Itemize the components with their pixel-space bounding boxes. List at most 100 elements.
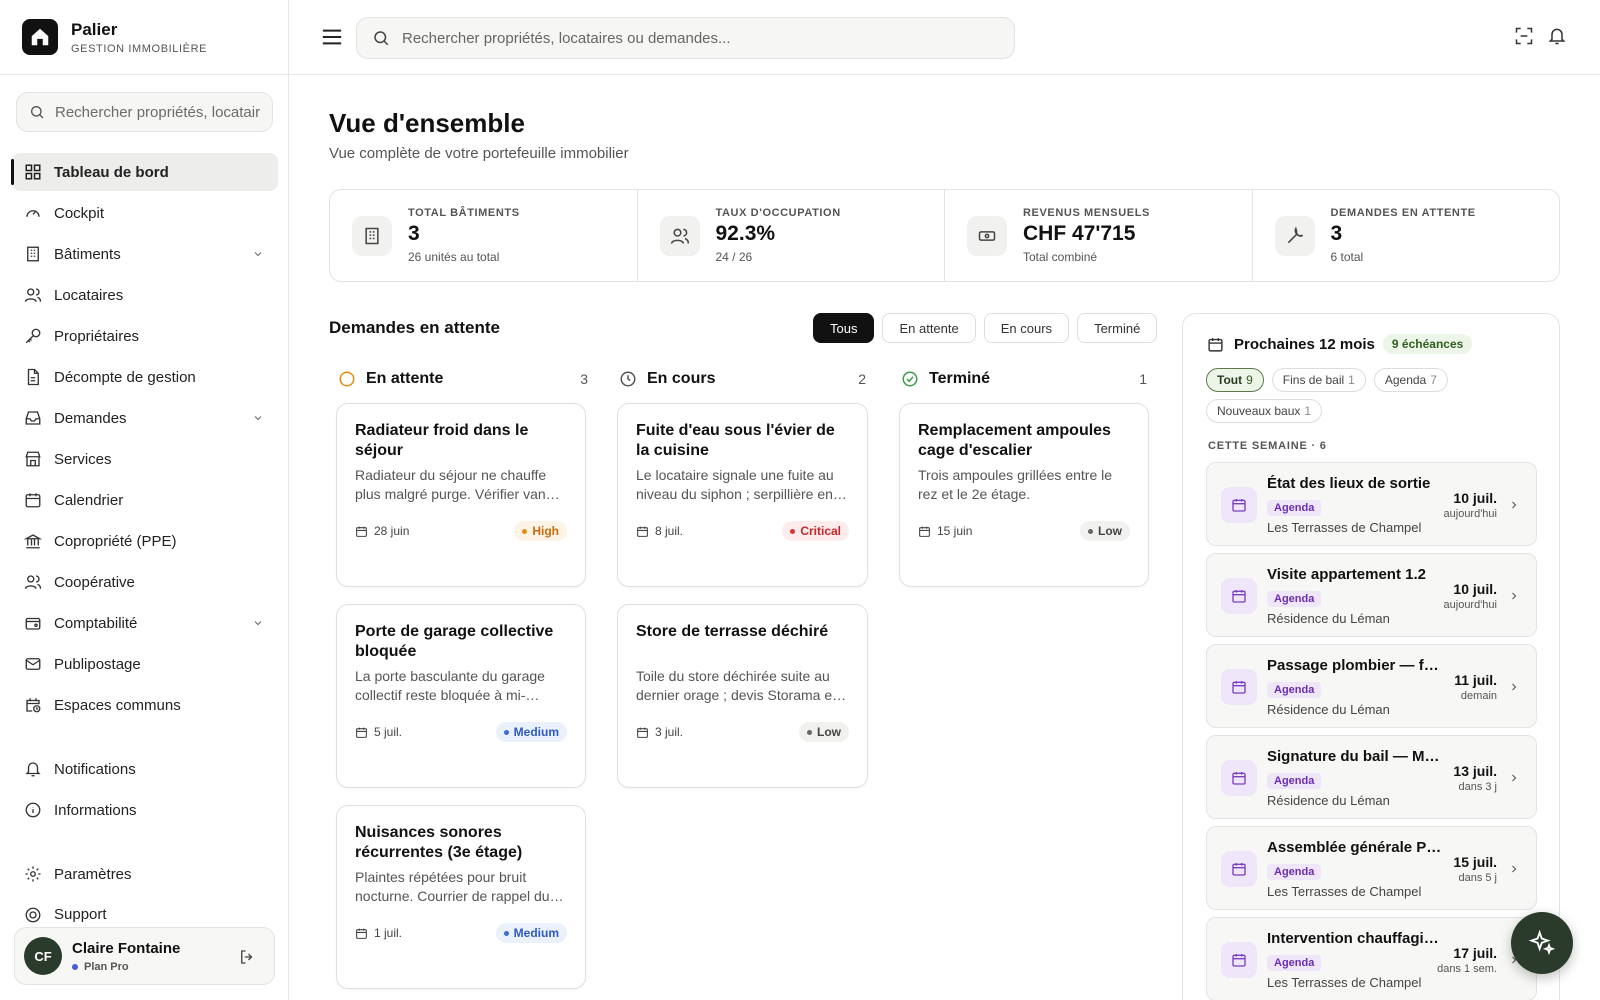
avatar: CF <box>24 937 62 975</box>
wrench-icon <box>1274 215 1315 256</box>
request-filters: Tous En attente En cours Terminé <box>813 313 1158 343</box>
user-card[interactable]: CF Claire Fontaine Plan Pro <box>14 927 275 985</box>
event-relative: aujourd'hui <box>1443 508 1497 520</box>
sidebar-item-demandes[interactable]: Demandes <box>12 399 278 437</box>
card-title: Radiateur froid dans le séjour <box>355 422 529 459</box>
sidebar-item-label: Décompte de gestion <box>54 368 196 386</box>
week-label: CETTE SEMAINE · 6 <box>1208 440 1327 452</box>
logout-icon[interactable] <box>238 948 256 966</box>
info-icon <box>25 802 41 818</box>
sidebar-item-cockpit[interactable]: Cockpit <box>12 194 278 232</box>
sidebar-item-informations[interactable]: Informations <box>12 791 278 829</box>
banknote-icon <box>967 215 1007 256</box>
card-title: Porte de garage collective bloquée <box>355 623 554 660</box>
request-card[interactable]: Radiateur froid dans le séjour Radiateur… <box>336 403 586 587</box>
stat-occupancy: TAUX D'OCCUPATION 92.3% 24 / 26 <box>638 190 945 281</box>
agenda-event[interactable]: Visite appartement 1.2 Agenda Résidence … <box>1206 553 1537 637</box>
sidebar-item-publipostage[interactable]: Publipostage <box>12 645 278 683</box>
sidebar-item-comptabilite[interactable]: Comptabilité <box>12 604 278 642</box>
tab-nouveaux-baux[interactable]: Nouveaux baux 1 <box>1206 399 1323 423</box>
ai-assistant-button[interactable] <box>1511 912 1573 974</box>
request-card[interactable]: Fuite d'eau sous l'évier de la cuisine L… <box>617 403 868 587</box>
sidebar-item-locataires[interactable]: Locataires <box>12 276 278 314</box>
agenda-title: Prochaines 12 mois <box>1234 335 1375 353</box>
request-card[interactable]: Store de terrasse déchiré Toile du store… <box>617 604 868 788</box>
requests-title: Demandes en attente <box>329 318 500 337</box>
sidebar-item-calendrier[interactable]: Calendrier <box>12 481 278 519</box>
sidebar-item-support[interactable]: Support <box>12 896 278 924</box>
calendar-icon <box>919 526 930 537</box>
event-tag: Agenda <box>1267 773 1322 789</box>
agenda-event[interactable]: Signature du bail — Martin Agenda Réside… <box>1206 735 1537 819</box>
calendar-icon <box>356 526 367 537</box>
event-relative: dans 1 sem. <box>1437 963 1497 975</box>
priority-badge: Medium <box>495 722 567 742</box>
filter-en-attente[interactable]: En attente <box>882 313 976 343</box>
filter-en-cours[interactable]: En cours <box>983 313 1070 343</box>
sidebar-item-tableau-de-bord[interactable]: Tableau de bord <box>11 153 278 191</box>
request-card[interactable]: Nuisances sonores récurrentes (3e étage)… <box>336 805 586 989</box>
card-date: 1 juil. <box>355 926 402 940</box>
chevron-down-icon[interactable] <box>252 412 264 424</box>
menu-icon[interactable] <box>321 27 343 47</box>
request-card[interactable]: Porte de garage collective bloquée La po… <box>336 604 586 788</box>
chevron-right-icon <box>1512 865 1517 873</box>
stat-pending-requests: DEMANDES EN ATTENTE 3 6 total <box>1253 190 1560 281</box>
card-description: Le locataire signale une fuite au niveau… <box>636 467 834 502</box>
sidebar-item-label: Paramètres <box>54 865 132 883</box>
event-place: Résidence du Léman <box>1267 793 1390 808</box>
calendar-icon <box>1221 669 1257 705</box>
sidebar-item-label: Comptabilité <box>54 614 138 632</box>
calendar-icon <box>1221 487 1257 523</box>
agenda-count-badge: 9 échéances <box>1382 334 1473 354</box>
sidebar-item-copropriete[interactable]: Copropriété (PPE) <box>12 522 278 560</box>
request-card[interactable]: Remplacement ampoules cage d'escalier Tr… <box>899 403 1149 587</box>
column-count: 3 <box>580 371 588 387</box>
calendar-icon <box>356 928 367 939</box>
sidebar-item-label: Locataires <box>54 286 124 304</box>
topbar <box>289 0 1600 75</box>
agenda-event[interactable]: Intervention chauffagiste Agenda Les Ter… <box>1206 917 1537 1000</box>
sidebar-item-notifications[interactable]: Notifications <box>12 750 278 788</box>
filter-termine[interactable]: Terminé <box>1077 313 1158 343</box>
brand-subtitle: GESTION IMMOBILIÈRE <box>71 42 208 55</box>
calendar-icon <box>1221 942 1257 978</box>
agenda-event[interactable]: État des lieux de sortie Agenda Les Terr… <box>1206 462 1537 546</box>
sidebar-item-cooperative[interactable]: Coopérative <box>12 563 278 601</box>
building-icon <box>352 215 392 256</box>
agenda-event[interactable]: Passage plombier — fuite Agenda Résidenc… <box>1206 644 1537 728</box>
sidebar-item-proprietaires[interactable]: Propriétaires <box>12 317 278 355</box>
bank-icon <box>24 534 42 549</box>
tab-fins-de-bail[interactable]: Fins de bail 1 <box>1271 368 1366 392</box>
brand[interactable]: Palier GESTION IMMOBILIÈRE <box>0 0 288 75</box>
sidebar-item-espaces-communs[interactable]: Espaces communs <box>12 686 278 724</box>
chevron-down-icon[interactable] <box>252 248 264 260</box>
column-count: 2 <box>858 371 866 387</box>
wallet-icon <box>25 617 41 630</box>
sidebar-item-label: Informations <box>54 801 137 819</box>
grid-icon <box>25 164 41 180</box>
event-title: Visite appartement 1.2 <box>1267 566 1426 583</box>
chevron-right-icon <box>1512 592 1517 600</box>
calendar-icon <box>356 727 367 738</box>
card-date: 5 juil. <box>355 725 402 739</box>
filter-tous[interactable]: Tous <box>813 313 875 343</box>
event-relative: dans 3 j <box>1458 781 1497 793</box>
tab-agenda[interactable]: Agenda 7 <box>1373 368 1448 392</box>
card-title: Fuite d'eau sous l'évier de la cuisine <box>636 422 835 459</box>
sidebar-item-batiments[interactable]: Bâtiments <box>12 235 278 273</box>
sidebar-item-decompte-de-gestion[interactable]: Décompte de gestion <box>12 358 278 396</box>
event-place: Résidence du Léman <box>1267 611 1390 626</box>
tab-tout[interactable]: Tout 9 <box>1206 368 1264 392</box>
chevron-down-icon[interactable] <box>252 617 264 629</box>
sidebar-search-input[interactable] <box>55 103 260 121</box>
sidebar-item-parametres[interactable]: Paramètres <box>12 855 278 893</box>
card-date: 15 juin <box>918 524 972 538</box>
bell-icon[interactable] <box>1547 26 1567 46</box>
scan-icon[interactable] <box>1514 26 1534 46</box>
top-search-input[interactable] <box>402 29 1002 47</box>
sidebar-item-services[interactable]: Services <box>12 440 278 478</box>
event-tag: Agenda <box>1267 955 1322 971</box>
gauge-icon <box>26 210 40 217</box>
agenda-event[interactable]: Assemblée générale PPE Agenda Les Terras… <box>1206 826 1537 910</box>
